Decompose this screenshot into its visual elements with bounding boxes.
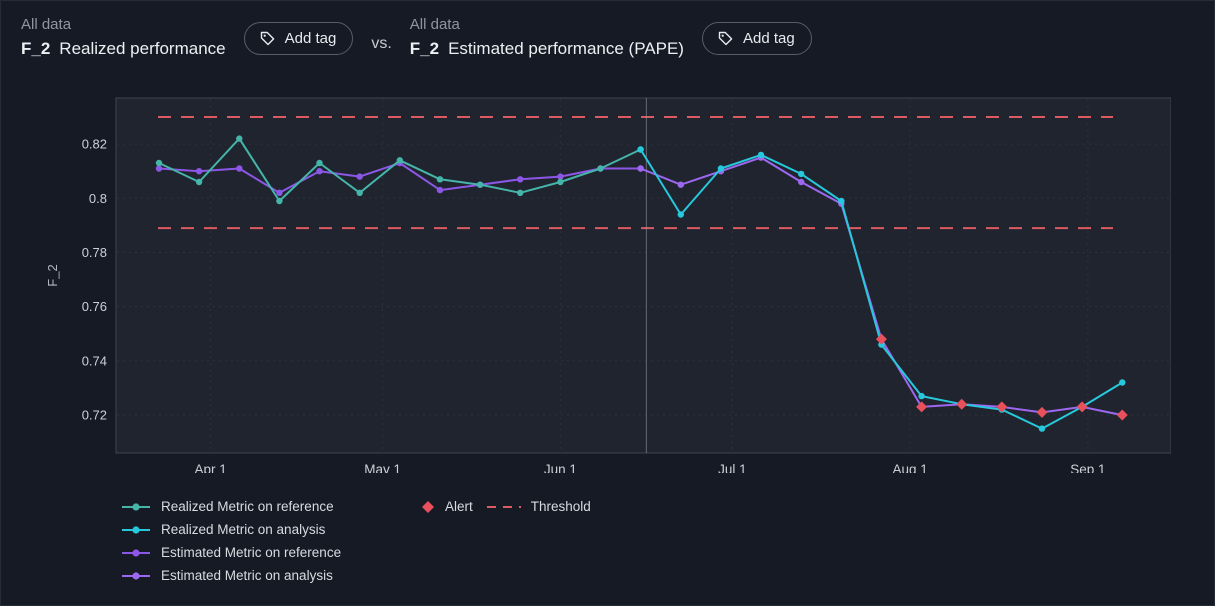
legend-item-estimated-analysis[interactable]: Estimated Metric on analysis [121, 564, 421, 587]
svg-text:0.8: 0.8 [89, 191, 107, 206]
svg-text:Jul 1: Jul 1 [718, 462, 747, 473]
legend-label: Estimated Metric on reference [161, 545, 342, 560]
legend-label: Realized Metric on reference [161, 499, 334, 514]
threshold-dash-icon [486, 505, 521, 508]
legend-label: Realized Metric on analysis [161, 522, 326, 537]
svg-text:F_2: F_2 [45, 264, 60, 286]
comparison-header: All data F_2 Realized performance Add tag… [1, 1, 1214, 63]
line-marker-icon [122, 502, 150, 511]
svg-text:Jun 1: Jun 1 [544, 462, 577, 473]
metric-description-right: Estimated performance (PAPE) [448, 39, 684, 58]
svg-text:0.74: 0.74 [82, 353, 107, 368]
line-marker-icon [122, 571, 150, 580]
metric-title-left: F_2 Realized performance [21, 36, 226, 62]
svg-text:0.76: 0.76 [82, 299, 107, 314]
alert-diamond-icon [422, 500, 434, 513]
chart-area: 0.72 0.74 0.76 0.78 0.8 0.82 Apr 1 May 1 Jun 1 Ju… [31, 93, 1214, 473]
svg-text:Aug 1: Aug 1 [892, 462, 927, 473]
metric-title-right: F_2 Estimated performance (PAPE) [410, 36, 684, 62]
metric-name-left: F_2 [21, 39, 51, 58]
legend-item-estimated-reference[interactable]: Estimated Metric on reference [121, 541, 421, 564]
metric-description-left: Realized performance [59, 39, 226, 58]
metric-name-right: F_2 [409, 39, 440, 58]
add-tag-button-right[interactable]: Add tag [701, 21, 812, 55]
legend-item-realized-analysis[interactable]: Realized Metric on analysis [121, 518, 421, 541]
svg-text:0.82: 0.82 [82, 137, 107, 152]
svg-text:0.78: 0.78 [82, 245, 107, 260]
add-tag-button-left[interactable]: Add tag [243, 21, 354, 55]
dataset-scope-label-left: All data [21, 16, 72, 33]
svg-text:May 1: May 1 [364, 462, 401, 473]
legend-series-column: Realized Metric on reference Realized Me… [121, 495, 421, 587]
svg-text:Sep 1: Sep 1 [1070, 462, 1105, 473]
tag-icon [260, 31, 274, 45]
right-metric-header: All data F_2 Estimated performance (PAPE) [410, 14, 684, 62]
dataset-scope-label-right: All data [409, 16, 460, 33]
tag-icon [718, 31, 733, 45]
line-marker-icon [122, 548, 150, 557]
legend-label: Threshold [530, 499, 591, 514]
legend-label: Alert [445, 499, 473, 514]
legend-item-threshold[interactable]: Threshold [486, 495, 591, 518]
line-marker-icon [122, 525, 150, 534]
legend: Realized Metric on reference Realized Me… [121, 495, 1214, 587]
add-tag-label-left: Add tag [284, 29, 337, 47]
legend-item-realized-reference[interactable]: Realized Metric on reference [121, 495, 421, 518]
vs-label: vs. [371, 35, 392, 52]
legend-item-alert[interactable]: Alert [421, 495, 473, 518]
add-tag-label-right: Add tag [742, 29, 795, 47]
svg-text:Apr 1: Apr 1 [194, 462, 226, 473]
left-metric-header: All data F_2 Realized performance [21, 14, 226, 62]
legend-label: Estimated Metric on analysis [161, 568, 333, 583]
svg-text:0.72: 0.72 [82, 408, 107, 423]
performance-chart[interactable]: 0.72 0.74 0.76 0.78 0.8 0.82 Apr 1 May 1 Jun 1 Ju… [31, 93, 1171, 473]
